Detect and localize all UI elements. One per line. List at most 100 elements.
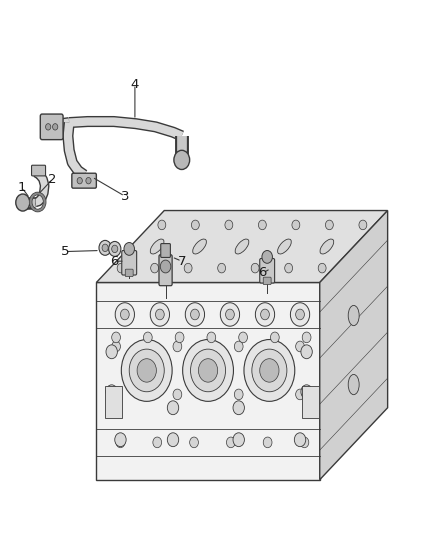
Polygon shape <box>320 211 388 480</box>
Circle shape <box>190 437 198 448</box>
Circle shape <box>102 244 108 252</box>
Circle shape <box>239 332 247 343</box>
Circle shape <box>167 433 179 447</box>
Circle shape <box>158 220 166 230</box>
Circle shape <box>174 150 190 169</box>
Circle shape <box>252 349 287 392</box>
Circle shape <box>116 437 125 448</box>
Circle shape <box>270 332 279 343</box>
Ellipse shape <box>150 239 164 254</box>
FancyBboxPatch shape <box>72 173 96 188</box>
Circle shape <box>233 433 244 447</box>
Circle shape <box>109 241 121 256</box>
Circle shape <box>263 437 272 448</box>
Circle shape <box>106 345 117 359</box>
Polygon shape <box>96 282 320 480</box>
Circle shape <box>16 194 30 211</box>
Text: 6: 6 <box>110 255 119 268</box>
Circle shape <box>121 340 172 401</box>
Text: 6: 6 <box>258 266 267 279</box>
Circle shape <box>218 263 226 273</box>
Circle shape <box>77 177 82 184</box>
Ellipse shape <box>193 239 206 254</box>
Circle shape <box>173 389 182 400</box>
Circle shape <box>244 340 295 401</box>
Circle shape <box>191 220 199 230</box>
Circle shape <box>191 349 226 392</box>
Circle shape <box>112 332 120 343</box>
Circle shape <box>226 437 235 448</box>
Circle shape <box>137 359 156 382</box>
Circle shape <box>292 220 300 230</box>
Circle shape <box>124 243 134 255</box>
Circle shape <box>262 251 272 263</box>
Circle shape <box>86 177 91 184</box>
Circle shape <box>301 385 312 399</box>
Text: 4: 4 <box>131 78 139 91</box>
Circle shape <box>112 389 120 400</box>
Circle shape <box>325 220 333 230</box>
Circle shape <box>290 303 310 326</box>
Circle shape <box>294 433 306 447</box>
Circle shape <box>260 359 279 382</box>
Circle shape <box>220 303 240 326</box>
Circle shape <box>173 341 182 352</box>
FancyBboxPatch shape <box>260 259 275 283</box>
Text: 5: 5 <box>60 245 69 258</box>
Circle shape <box>53 124 58 130</box>
Bar <box>302 386 319 418</box>
Circle shape <box>153 437 162 448</box>
Circle shape <box>251 263 259 273</box>
Circle shape <box>115 303 134 326</box>
Bar <box>105 386 122 418</box>
FancyBboxPatch shape <box>40 114 63 140</box>
Circle shape <box>117 263 125 273</box>
Text: 2: 2 <box>48 173 57 185</box>
Circle shape <box>296 309 304 320</box>
Circle shape <box>207 332 215 343</box>
Circle shape <box>261 309 269 320</box>
Circle shape <box>302 332 311 343</box>
Circle shape <box>234 389 243 400</box>
Circle shape <box>155 309 164 320</box>
Circle shape <box>151 263 159 273</box>
Ellipse shape <box>320 239 334 254</box>
Circle shape <box>301 345 312 359</box>
Circle shape <box>296 389 304 400</box>
FancyBboxPatch shape <box>125 269 133 277</box>
Circle shape <box>120 309 129 320</box>
Circle shape <box>300 437 309 448</box>
Ellipse shape <box>278 239 291 254</box>
Circle shape <box>234 341 243 352</box>
Text: 1: 1 <box>18 181 26 194</box>
Circle shape <box>99 240 111 255</box>
Circle shape <box>150 303 170 326</box>
Text: 3: 3 <box>120 190 129 203</box>
Text: 7: 7 <box>177 255 186 268</box>
Circle shape <box>285 263 293 273</box>
Ellipse shape <box>235 239 249 254</box>
Circle shape <box>160 260 171 273</box>
Circle shape <box>115 433 126 447</box>
Circle shape <box>183 340 233 401</box>
Circle shape <box>112 245 118 253</box>
Circle shape <box>175 332 184 343</box>
FancyBboxPatch shape <box>32 165 46 176</box>
Ellipse shape <box>348 305 359 326</box>
Circle shape <box>184 263 192 273</box>
Circle shape <box>258 220 266 230</box>
Circle shape <box>144 332 152 343</box>
Polygon shape <box>96 211 388 282</box>
Circle shape <box>225 220 233 230</box>
FancyBboxPatch shape <box>161 244 170 257</box>
Circle shape <box>318 263 326 273</box>
Circle shape <box>191 309 199 320</box>
FancyBboxPatch shape <box>159 255 172 286</box>
Circle shape <box>255 303 275 326</box>
Circle shape <box>185 303 205 326</box>
Ellipse shape <box>348 374 359 394</box>
Circle shape <box>226 309 234 320</box>
Circle shape <box>167 401 179 415</box>
Circle shape <box>296 341 304 352</box>
Circle shape <box>233 401 244 415</box>
